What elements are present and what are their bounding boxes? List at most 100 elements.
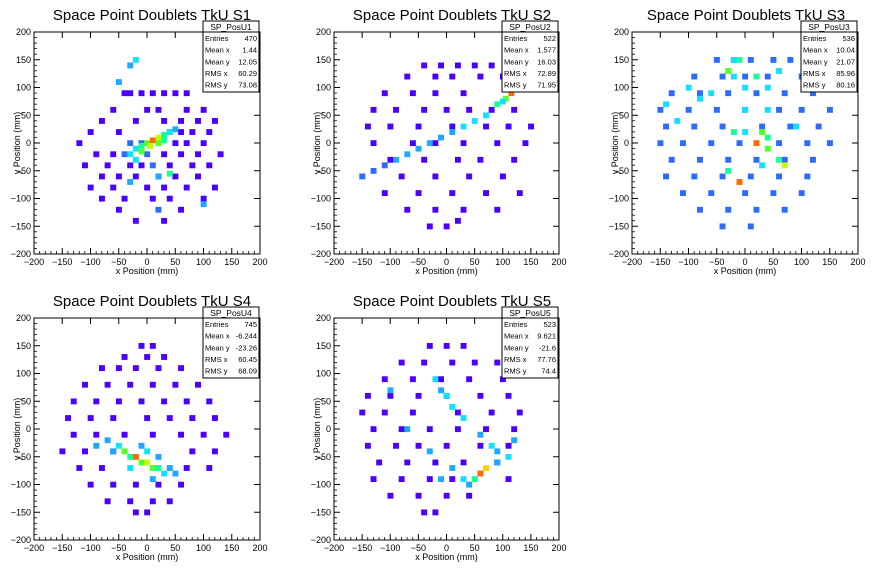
heatmap-bin xyxy=(364,123,371,130)
heatmap-bin xyxy=(127,90,134,97)
heatmap-bin xyxy=(189,415,196,421)
heatmap-bin xyxy=(104,498,111,505)
heatmap-bin xyxy=(460,90,467,97)
heatmap-bin xyxy=(370,140,377,147)
heatmap-bin xyxy=(426,342,433,349)
heatmap-bin-hot xyxy=(155,140,162,147)
heatmap-bin xyxy=(826,140,833,147)
stats-label-rms-x: RMS x xyxy=(504,355,527,364)
heatmap-bin-hot xyxy=(499,98,506,105)
y-tick-label: 200 xyxy=(316,313,331,323)
heatmap-bin xyxy=(454,426,461,433)
heatmap-bin xyxy=(155,481,162,488)
heatmap-bin xyxy=(110,415,117,421)
x-axis-label: x Position (mm) xyxy=(714,266,777,276)
heatmap-bin xyxy=(200,195,207,202)
heatmap-bin xyxy=(387,123,394,130)
y-tick-label: 200 xyxy=(614,27,629,37)
x-tick-label: 0 xyxy=(444,543,449,553)
heatmap-bin xyxy=(680,190,686,197)
heatmap-bin xyxy=(121,354,128,360)
y-tick-label: 50 xyxy=(21,396,31,406)
heatmap-bin xyxy=(155,206,162,213)
y-tick-label: −100 xyxy=(11,194,31,204)
heatmap-bin-hot xyxy=(110,448,117,455)
chart-title: Space Point Doublets TkU S3 xyxy=(647,7,845,24)
heatmap-bin xyxy=(719,223,726,230)
heatmap-bin xyxy=(781,90,788,97)
x-tick-label: 100 xyxy=(196,257,211,267)
heatmap-bin-hot xyxy=(736,179,743,185)
heatmap-bin xyxy=(505,392,512,399)
y-tick-label: 200 xyxy=(316,27,331,37)
heatmap-bin xyxy=(370,426,377,433)
heatmap-bin xyxy=(149,342,156,349)
heatmap-bin xyxy=(432,206,439,213)
heatmap-bin xyxy=(115,365,122,372)
heatmap-bin xyxy=(104,381,111,388)
heatmap-bin xyxy=(110,151,117,158)
heatmap-bin xyxy=(753,156,760,163)
heatmap-bin xyxy=(696,156,703,163)
heatmap-bin xyxy=(178,206,185,213)
heatmap-bin-hot xyxy=(505,453,512,460)
heatmap-bin xyxy=(87,481,94,488)
x-tick-label: 0 xyxy=(444,257,449,267)
heatmap-bin xyxy=(200,106,207,113)
heatmap-bin xyxy=(387,392,394,399)
heatmap-bin xyxy=(432,173,439,180)
heatmap-bin xyxy=(528,123,534,130)
heatmap-bin xyxy=(466,376,473,383)
heatmap-bin xyxy=(370,476,377,483)
stats-label-entries: Entries xyxy=(504,320,528,329)
heatmap-bin-hot xyxy=(432,376,439,383)
heatmap-bin xyxy=(494,359,501,366)
heatmap-bin-hot xyxy=(370,167,377,174)
heatmap-bin xyxy=(178,431,185,438)
heatmap-bin xyxy=(166,498,173,505)
heatmap-bin-hot xyxy=(387,387,394,394)
stats-label-mean-x: Mean x xyxy=(504,46,529,55)
stats-label-rms-y: RMS y xyxy=(504,367,527,376)
y-tick-label: −150 xyxy=(311,507,331,517)
heatmap-bin xyxy=(488,62,495,69)
heatmap-bin xyxy=(477,442,484,449)
x-tick-label: −150 xyxy=(352,257,372,267)
stats-value-entries: 470 xyxy=(244,34,257,43)
stats-name: SP_PosU2 xyxy=(509,22,551,32)
heatmap-bin-hot xyxy=(511,437,518,444)
heatmap-bin xyxy=(82,448,88,455)
y-tick-label: 0 xyxy=(26,424,31,434)
heatmap-bin xyxy=(132,509,139,516)
y-tick-label: −100 xyxy=(609,194,629,204)
heatmap-bin xyxy=(364,442,371,449)
heatmap-bin xyxy=(747,56,754,63)
stats-label-rms-x: RMS x xyxy=(504,69,527,78)
stats-name: SP_PosU3 xyxy=(808,22,850,32)
stats-value-entries: 522 xyxy=(543,34,556,43)
chart-title: Space Point Doublets TkU S4 xyxy=(53,293,251,310)
stats-box: SP_PosU3 Entries 536 Mean x 10.04 Mean y 21.07… xyxy=(800,20,858,93)
heatmap-bin xyxy=(680,140,686,147)
y-tick-label: 50 xyxy=(21,110,31,120)
heatmap-bin-hot xyxy=(115,442,122,449)
heatmap-bin xyxy=(708,190,715,197)
heatmap-bin xyxy=(132,365,139,372)
heatmap-bin-hot xyxy=(144,448,151,455)
stats-value-rms-y: 73.08 xyxy=(238,81,257,90)
heatmap-bin xyxy=(364,392,371,399)
x-tick-label: 100 xyxy=(495,257,510,267)
heatmap-bin xyxy=(172,140,179,147)
heatmap-bin xyxy=(98,195,105,202)
stats-box-frame xyxy=(501,306,559,379)
heatmap-bin xyxy=(719,73,726,80)
x-tick-label: −200 xyxy=(24,543,44,553)
stats-value-mean-x: 9.621 xyxy=(537,332,556,341)
heatmap-bin xyxy=(471,359,478,366)
heatmap-bin-hot xyxy=(138,148,145,155)
heatmap-bin xyxy=(454,156,461,163)
heatmap-bin xyxy=(432,509,439,516)
heatmap-bin xyxy=(138,398,145,405)
heatmap-bin-hot xyxy=(460,123,467,130)
heatmap-bin xyxy=(725,206,732,213)
